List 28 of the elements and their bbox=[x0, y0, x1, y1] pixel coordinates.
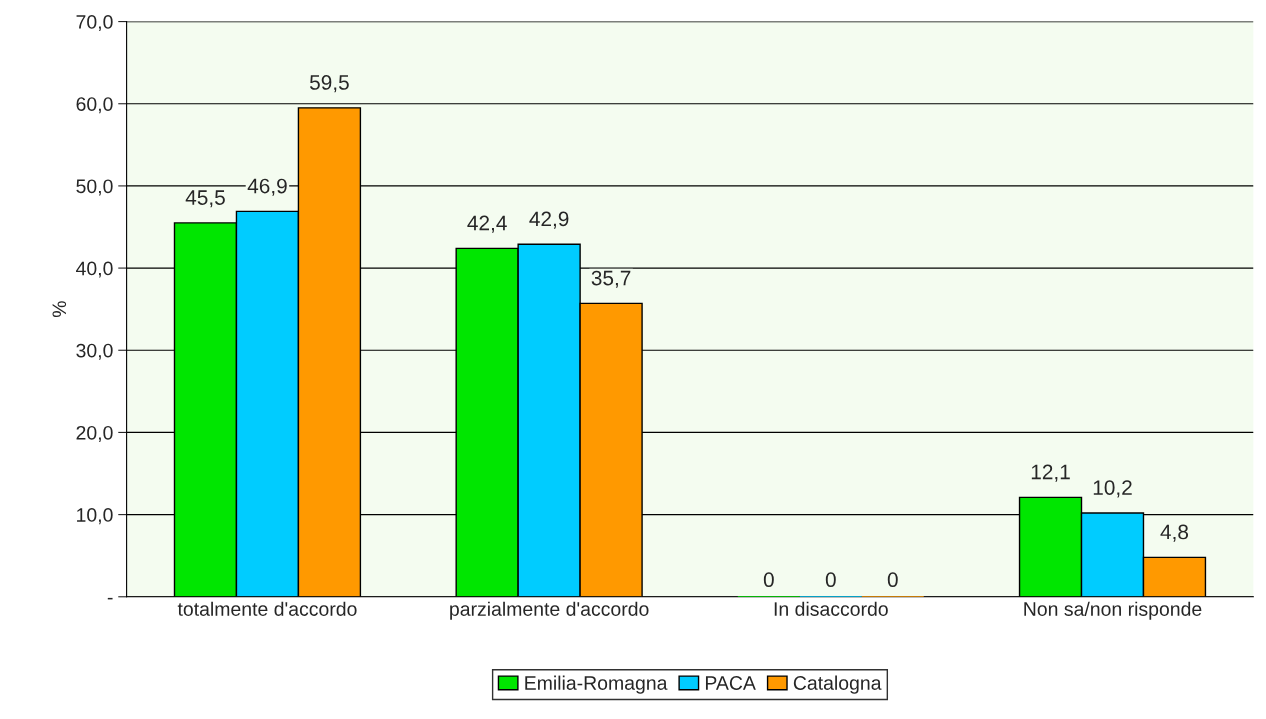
data-label: 45,5 bbox=[185, 190, 225, 208]
x-tick-label: Non sa/non risponde bbox=[1024, 601, 1202, 620]
data-label: 0 bbox=[887, 572, 898, 588]
data-label: 42,4 bbox=[467, 215, 507, 233]
y-tick-label: 40,0 bbox=[76, 261, 113, 278]
data-label: 0 bbox=[825, 572, 836, 588]
data-label: 35,7 bbox=[591, 270, 631, 288]
x-tick-label: totalmente d'accordo bbox=[177, 601, 357, 616]
y-tick-label: - bbox=[107, 597, 113, 600]
x-tick-label: In disaccordo bbox=[774, 601, 888, 616]
y-tick-label: 50,0 bbox=[76, 179, 113, 196]
y-tick-label: 30,0 bbox=[76, 343, 113, 360]
data-label: 10,2 bbox=[1093, 480, 1132, 498]
data-label: 42,9 bbox=[529, 211, 569, 229]
legend-label: Catalogna bbox=[793, 675, 882, 694]
data-label: 12,1 bbox=[1031, 464, 1070, 482]
legend-label: Emilia-Romagna bbox=[525, 675, 668, 694]
legend-label: PACA bbox=[705, 676, 756, 690]
x-tick-label: parzialmente d'accordo bbox=[450, 601, 649, 620]
y-tick-label: 70,0 bbox=[76, 15, 113, 32]
data-label: 46,9 bbox=[247, 178, 287, 196]
data-label: 0 bbox=[763, 572, 774, 588]
data-label: 4,8 bbox=[1160, 524, 1189, 542]
y-axis-title: % bbox=[52, 301, 67, 318]
y-tick-label: 10,0 bbox=[77, 508, 113, 525]
data-label: 59,5 bbox=[309, 75, 349, 93]
y-tick-label: 20,0 bbox=[76, 425, 113, 442]
y-tick-label: 60,0 bbox=[76, 97, 113, 114]
